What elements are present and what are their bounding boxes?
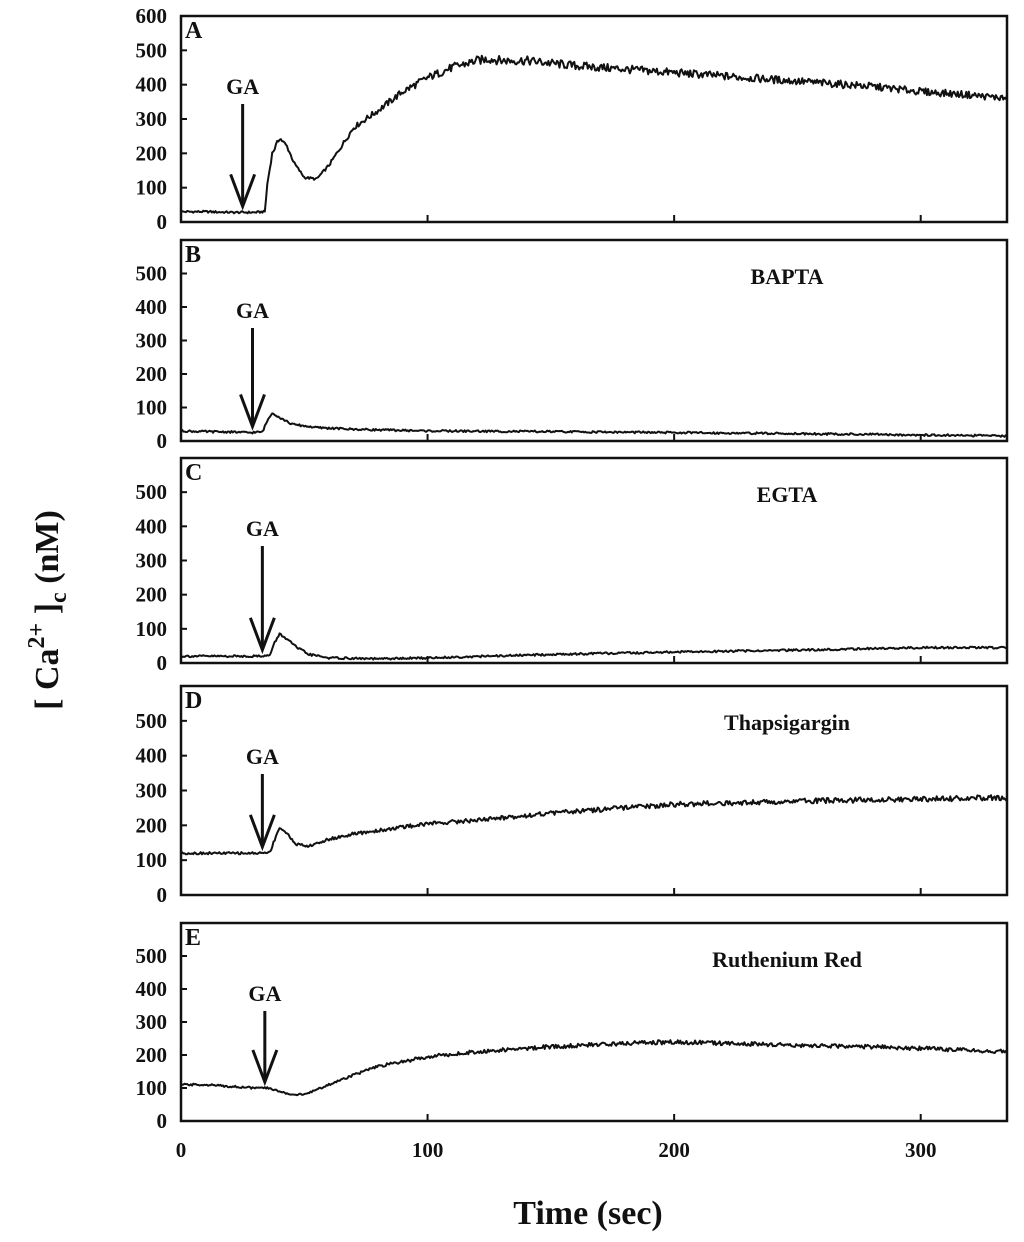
panel-d: 0 100 200 300 400 500 D Thapsigargin GA xyxy=(136,684,1009,907)
y-tick-label: 300 xyxy=(136,1010,168,1034)
y-tick-label: 400 xyxy=(136,977,168,1001)
ga-arrow-label: GA xyxy=(246,516,279,541)
trace-line xyxy=(180,412,1008,438)
plot-frame xyxy=(179,684,1009,897)
panel-label: C xyxy=(185,460,202,486)
plot-frame xyxy=(179,14,1009,224)
plot-frame xyxy=(179,238,1009,443)
plot-frame xyxy=(179,456,1009,665)
y-tick-label: 0 xyxy=(157,429,168,453)
y-tick-label: 500 xyxy=(136,709,168,733)
ga-arrow-head xyxy=(248,617,276,655)
plot-frame xyxy=(179,921,1009,1123)
panel-label: B xyxy=(185,242,201,268)
condition-label: BAPTA xyxy=(751,264,824,289)
panel-label: A xyxy=(185,18,203,44)
y-tick-label: 0 xyxy=(157,1109,168,1133)
y-tick-label: 400 xyxy=(136,73,168,97)
x-tick-label: 300 xyxy=(905,1138,937,1162)
x-tick-label: 0 xyxy=(176,1138,187,1162)
y-tick-label: 300 xyxy=(136,329,168,353)
x-axis-title: Time (sec) xyxy=(513,1195,662,1232)
y-tick-label: 300 xyxy=(136,779,168,803)
y-tick-label: 300 xyxy=(136,107,168,131)
ga-arrow-label: GA xyxy=(248,981,281,1006)
y-tick-label: 0 xyxy=(157,651,168,675)
panel-label: E xyxy=(185,925,201,951)
y-tick-label: 500 xyxy=(136,480,168,504)
trace-line xyxy=(180,794,1008,856)
y-tick-label: 100 xyxy=(136,176,168,200)
panel-c: 0 100 200 300 400 500 C EGTA GA xyxy=(136,456,1009,675)
y-tick-label: 400 xyxy=(136,295,168,319)
ga-arrow-head xyxy=(251,1049,279,1087)
ga-arrow-label: GA xyxy=(246,744,279,769)
panel-label: D xyxy=(185,688,202,714)
ga-arrow-head xyxy=(229,173,257,211)
y-axis-title: [ Ca2+ ]c (nM) xyxy=(24,510,72,710)
y-tick-label: 600 xyxy=(136,4,168,28)
y-tick-label: 100 xyxy=(136,617,168,641)
y-tick-label: 200 xyxy=(136,813,168,837)
y-tick-label: 200 xyxy=(136,1043,168,1067)
panel-e: 0 100 200 300 400 500 0 100 200 300 E Ruthenium Red… xyxy=(136,921,1009,1162)
ga-arrow-label: GA xyxy=(226,74,259,99)
y-tick-label: 100 xyxy=(136,396,168,420)
condition-label: Thapsigargin xyxy=(724,710,850,735)
ga-arrow-head xyxy=(248,814,276,852)
condition-label: Ruthenium Red xyxy=(712,947,862,972)
y-tick-label: 400 xyxy=(136,514,168,538)
trace-line xyxy=(180,632,1008,661)
trace-line xyxy=(180,54,1008,215)
ga-arrow-head xyxy=(239,393,266,431)
y-tick-label: 500 xyxy=(136,944,168,968)
y-tick-label: 200 xyxy=(136,583,168,607)
y-tick-label: 200 xyxy=(136,141,168,165)
x-tick-label: 200 xyxy=(658,1138,690,1162)
panels: 0 100 200 300 400 500 600 A GA 0 100 200 300 400 500 B B… xyxy=(136,4,1009,1162)
condition-label: EGTA xyxy=(757,482,818,507)
ga-arrow-label: GA xyxy=(236,298,269,323)
y-tick-label: 400 xyxy=(136,744,168,768)
y-tick-label: 100 xyxy=(136,848,168,872)
x-tick-label: 100 xyxy=(412,1138,444,1162)
y-tick-label: 100 xyxy=(136,1076,168,1100)
panel-a: 0 100 200 300 400 500 600 A GA xyxy=(136,4,1009,234)
panel-b: 0 100 200 300 400 500 B BAPTA GA xyxy=(136,238,1009,453)
trace-line xyxy=(180,1039,1008,1097)
y-tick-label: 200 xyxy=(136,362,168,386)
y-tick-label: 300 xyxy=(136,549,168,573)
y-tick-label: 500 xyxy=(136,38,168,62)
y-tick-label: 0 xyxy=(157,883,168,907)
y-tick-label: 0 xyxy=(157,210,168,234)
y-tick-label: 500 xyxy=(136,262,168,286)
